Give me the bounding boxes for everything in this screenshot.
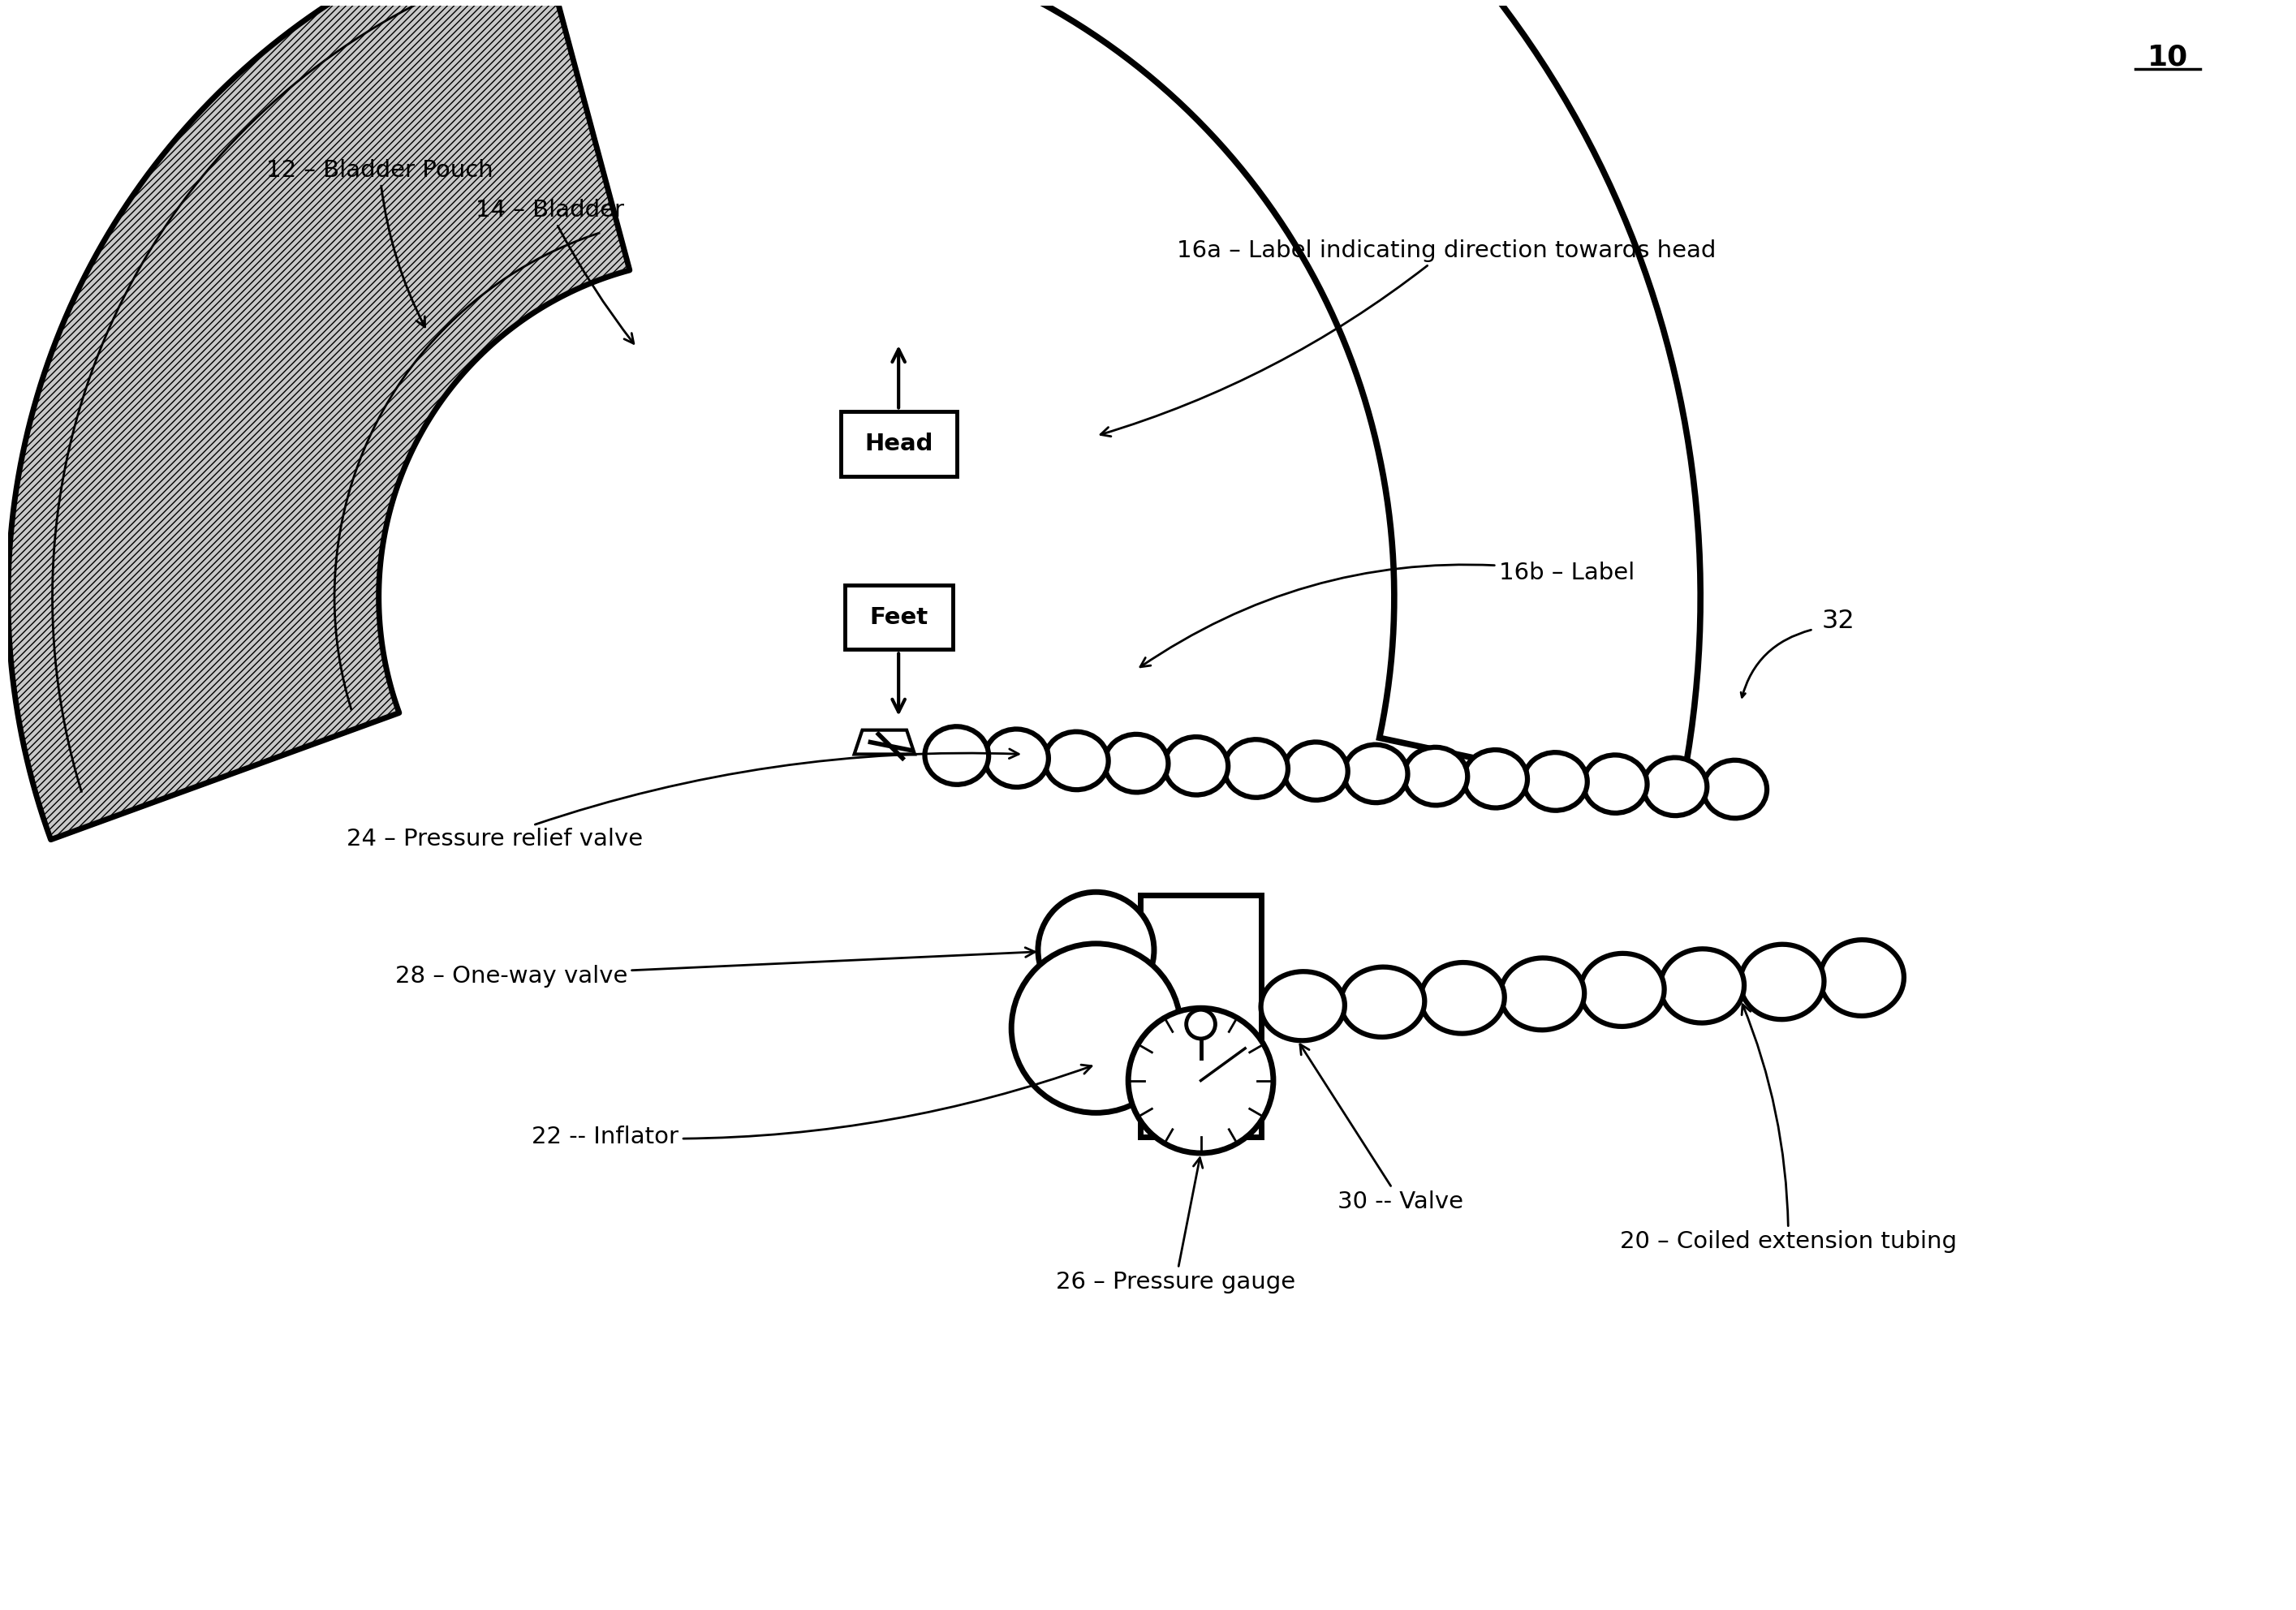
FancyBboxPatch shape bbox=[840, 412, 957, 477]
Circle shape bbox=[1013, 943, 1180, 1113]
Circle shape bbox=[1038, 892, 1155, 1008]
Polygon shape bbox=[9, 0, 629, 840]
Text: 10: 10 bbox=[2147, 43, 2188, 71]
Polygon shape bbox=[854, 729, 914, 753]
Ellipse shape bbox=[1164, 737, 1228, 795]
Ellipse shape bbox=[985, 729, 1049, 787]
Ellipse shape bbox=[1821, 940, 1903, 1016]
Ellipse shape bbox=[1525, 752, 1587, 810]
Ellipse shape bbox=[1403, 747, 1467, 805]
Ellipse shape bbox=[1704, 760, 1768, 818]
Ellipse shape bbox=[1045, 731, 1109, 791]
Ellipse shape bbox=[1644, 758, 1706, 816]
Text: 16b – Label: 16b – Label bbox=[1141, 562, 1635, 667]
Ellipse shape bbox=[1740, 945, 1823, 1019]
Text: 32: 32 bbox=[1821, 609, 1855, 634]
Ellipse shape bbox=[1343, 745, 1407, 803]
Polygon shape bbox=[882, 0, 1701, 802]
Text: 26 – Pressure gauge: 26 – Pressure gauge bbox=[1056, 1158, 1295, 1293]
Ellipse shape bbox=[1463, 750, 1527, 808]
FancyBboxPatch shape bbox=[845, 584, 953, 649]
Text: 16a – Label indicating direction towards head: 16a – Label indicating direction towards… bbox=[1100, 240, 1715, 436]
Ellipse shape bbox=[1104, 734, 1169, 792]
Ellipse shape bbox=[1283, 742, 1348, 800]
Ellipse shape bbox=[925, 726, 990, 784]
Ellipse shape bbox=[1580, 953, 1665, 1027]
Polygon shape bbox=[854, 729, 914, 753]
Ellipse shape bbox=[1502, 958, 1584, 1030]
Text: 14 – Bladder: 14 – Bladder bbox=[475, 200, 634, 343]
Circle shape bbox=[1127, 1008, 1274, 1153]
Ellipse shape bbox=[1584, 755, 1646, 813]
Ellipse shape bbox=[1261, 971, 1345, 1040]
Text: 12 – Bladder Pouch: 12 – Bladder Pouch bbox=[266, 159, 494, 327]
Text: Head: Head bbox=[863, 433, 932, 456]
Ellipse shape bbox=[1341, 968, 1424, 1037]
Ellipse shape bbox=[1421, 963, 1504, 1034]
Text: 28 – One-way valve: 28 – One-way valve bbox=[395, 948, 1035, 987]
Text: 24 – Pressure relief valve: 24 – Pressure relief valve bbox=[347, 749, 1019, 850]
Text: 22 -- Inflator: 22 -- Inflator bbox=[533, 1064, 1091, 1148]
Ellipse shape bbox=[1224, 739, 1288, 797]
Text: 30 -- Valve: 30 -- Valve bbox=[1300, 1045, 1463, 1212]
Text: Feet: Feet bbox=[870, 605, 928, 628]
Text: 20 – Coiled extension tubing: 20 – Coiled extension tubing bbox=[1621, 1005, 1956, 1253]
Ellipse shape bbox=[1660, 948, 1745, 1022]
Circle shape bbox=[1187, 1009, 1215, 1038]
